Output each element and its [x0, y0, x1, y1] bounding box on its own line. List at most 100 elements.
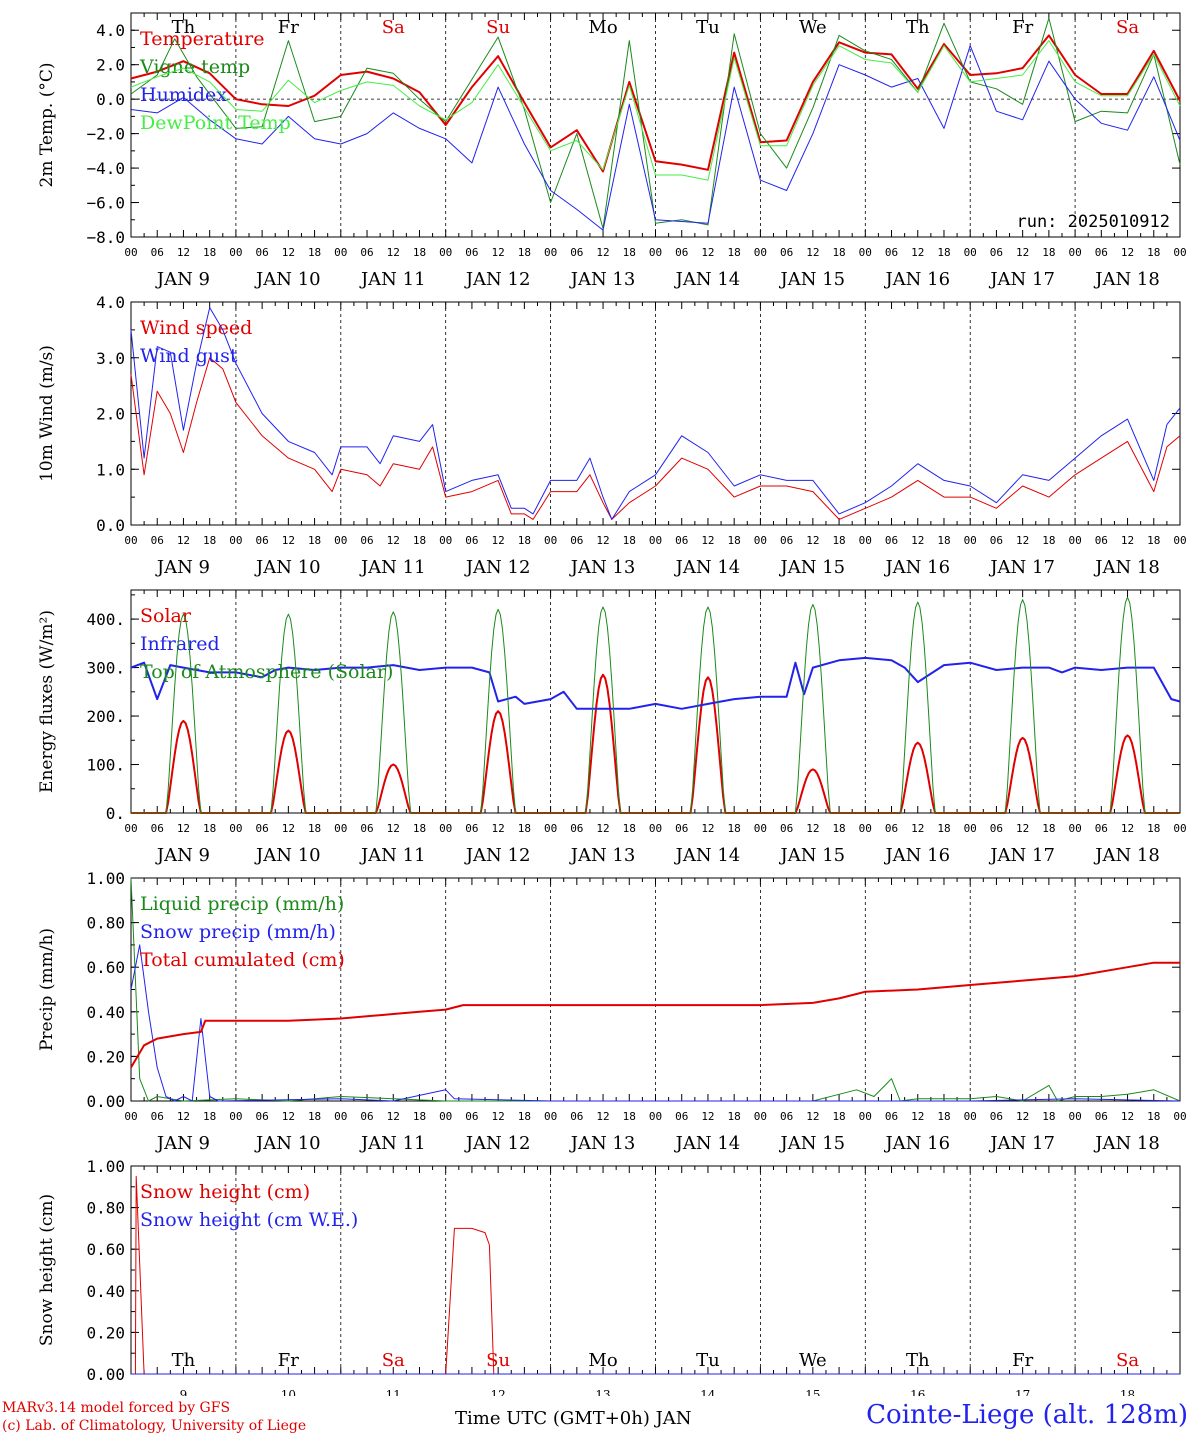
legend-entry: DewPoint Temp	[140, 112, 291, 134]
x-tick-label-hour: 06	[780, 822, 793, 835]
series-line-temperature	[130, 34, 1181, 173]
x-tick-label-hour: 00	[1068, 1110, 1081, 1123]
x-day-label: JAN 14	[674, 845, 741, 866]
x-tick-label-hour: 12	[596, 246, 609, 259]
legend-entry: Snow height (cm W.E.)	[140, 1209, 358, 1231]
weekday-label: Th	[906, 17, 930, 38]
x-tick-label-hour: 00	[1068, 822, 1081, 835]
x-tick-label-hour: 00	[229, 246, 242, 259]
x-tick-label-hour: 00	[334, 822, 347, 835]
x-tick-label-hour: 06	[360, 822, 373, 835]
weekday-label: Su	[486, 1350, 510, 1371]
x-tick-label-hour: 00	[964, 822, 977, 835]
x-tick-label-hour: 12	[177, 246, 190, 259]
legend-entry: Temperature	[140, 28, 264, 50]
x-tick-label-hour: 18	[937, 246, 950, 259]
legend-entry: Wind speed	[140, 317, 252, 339]
x-tick-label-hour: 06	[256, 534, 269, 547]
x-tick-label-hour: 18	[623, 1110, 636, 1123]
x-tick-label-hour: 12	[1121, 1110, 1134, 1123]
x-tick-label-hour: 00	[124, 1110, 137, 1123]
series-line-snow-precip-mm-h-	[130, 944, 1181, 1102]
x-tick-label-hour: 18	[1042, 246, 1055, 259]
x-day-label: JAN 16	[883, 269, 950, 290]
x-tick-label-hour: 12	[911, 246, 924, 259]
legend-entry: Infrared	[140, 633, 220, 655]
x-day-label: JAN 13	[569, 1133, 636, 1154]
x-tick-label-hour: 00	[859, 1110, 872, 1123]
x-tick-label-hour: 00	[439, 1110, 452, 1123]
x-day-label: JAN 16	[883, 845, 950, 866]
y-tick-label: 4.0	[96, 21, 125, 40]
x-day-label: JAN 10	[254, 1133, 321, 1154]
weekday-label: Sa	[382, 1350, 405, 1371]
x-tick-label-hour: 18	[413, 822, 426, 835]
x-tick-label-hour: 06	[990, 534, 1003, 547]
x-tick-label-hour: 12	[701, 534, 714, 547]
x-tick-label-hour: 18	[1147, 822, 1160, 835]
series-line-solar	[131, 673, 1180, 814]
x-tick-label-hour: 06	[360, 1110, 373, 1123]
x-tick-label-hour: 12	[701, 246, 714, 259]
series-line-total-cumulated-cm-	[130, 961, 1180, 1069]
x-tick-label-hour: 18	[728, 1110, 741, 1123]
series-line-humidex	[130, 45, 1181, 231]
x-tick-label-hour: 18	[413, 534, 426, 547]
x-day-number: 16	[910, 1388, 925, 1396]
x-tick-label-hour: 18	[937, 534, 950, 547]
meteogram-chart: 00 06 12 18 00 06 12 18 00 06 12 18 00 06 12 18 00 06 12 18…	[37, 12, 1187, 1396]
x-tick-label-hour: 12	[387, 534, 400, 547]
y-axis-title: Precip (mm/h)	[37, 928, 57, 1051]
y-tick-label: 100.	[86, 756, 125, 775]
x-tick-label-hour: 18	[203, 534, 216, 547]
x-tick-label-hour: 00	[964, 1110, 977, 1123]
x-tick-label-hour: 18	[308, 534, 321, 547]
x-tick-label-hour: 12	[806, 534, 819, 547]
x-tick-label-hour: 06	[885, 1110, 898, 1123]
x-tick-label-hour: 00	[124, 534, 137, 547]
legend-entry: Humidex	[140, 84, 227, 106]
x-tick-label-hour: 12	[596, 534, 609, 547]
y-tick-label: 4.0	[96, 293, 125, 312]
x-day-label: JAN 13	[569, 269, 636, 290]
legend-entry: Vigne temp	[139, 56, 250, 78]
x-tick-label-hour: 12	[1121, 534, 1134, 547]
y-tick-label: 0.	[106, 804, 125, 823]
x-tick-label-hour: 00	[649, 1110, 662, 1123]
legend-entry: Wind gust	[140, 345, 238, 367]
x-tick-label-hour: 12	[282, 1110, 295, 1123]
weekday-label: Th	[172, 1350, 196, 1371]
x-tick-label-hour: 12	[492, 534, 505, 547]
x-day-label: JAN 17	[988, 1133, 1055, 1154]
y-tick-label: 2.0	[96, 56, 125, 75]
x-tick-label-hour: 06	[675, 534, 688, 547]
x-tick-label-hour: 12	[177, 822, 190, 835]
x-tick-label-hour: 06	[151, 1110, 164, 1123]
x-day-label: JAN 18	[1093, 557, 1160, 578]
series-line-infrared	[130, 656, 1181, 710]
weekday-label: Fr	[278, 17, 299, 38]
x-tick-label-hour: 06	[990, 246, 1003, 259]
x-tick-label-hour: 00	[754, 534, 767, 547]
y-tick-label: 0.0	[96, 516, 125, 535]
y-tick-label: 400.	[86, 610, 125, 629]
x-tick-label-hour: 18	[518, 534, 531, 547]
x-day-label: JAN 18	[1093, 1133, 1160, 1154]
y-tick-label: 1.00	[86, 1157, 125, 1176]
x-tick-label-hour: 00	[124, 822, 137, 835]
x-day-label: JAN 11	[359, 557, 426, 578]
x-day-label: JAN 9	[155, 845, 210, 866]
x-tick-label-hour: 00	[229, 534, 242, 547]
x-tick-label-hour: 06	[1095, 822, 1108, 835]
x-tick-label-hour: 06	[1095, 534, 1108, 547]
series-line-snow-height-cm-	[131, 1175, 1180, 1375]
x-tick-label-hour: 06	[256, 246, 269, 259]
x-tick-label-hour: 12	[282, 822, 295, 835]
x-tick-label-hour: 06	[570, 534, 583, 547]
y-tick-label: 200.	[86, 707, 125, 726]
y-tick-label: 0.0	[96, 90, 125, 109]
legend-entry: Snow height (cm)	[140, 1181, 310, 1203]
series-line-wind-speed	[130, 357, 1181, 520]
x-tick-label-hour: 06	[675, 1110, 688, 1123]
x-day-label: JAN 12	[464, 1133, 531, 1154]
